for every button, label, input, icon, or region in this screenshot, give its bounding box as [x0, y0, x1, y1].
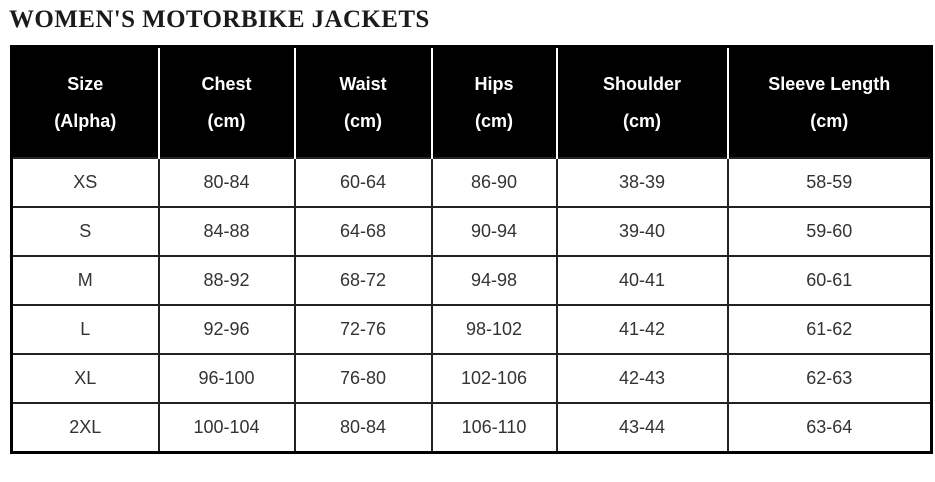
column-sublabel: (cm): [474, 110, 513, 131]
table-cell: 102-106: [430, 353, 558, 404]
table-cell: 80-84: [293, 402, 433, 454]
table-cell: 106-110: [430, 402, 558, 454]
table-cell: 61-62: [726, 304, 933, 355]
table-body: XS 80-84 60-64 86-90 38-39 58-59 S 84-88…: [10, 157, 933, 454]
column-label: Hips: [474, 73, 514, 94]
table-cell: 96-100: [157, 353, 296, 404]
table-cell: 76-80: [293, 353, 433, 404]
column-label: Size: [67, 73, 104, 94]
column-sublabel: (Alpha): [54, 110, 117, 131]
column-header-sleeve-length: Sleeve Length (cm): [727, 46, 932, 158]
table-cell: 58-59: [726, 157, 933, 208]
table-row-2xl: 2XL 100-104 80-84 106-110 43-44 63-64: [10, 402, 933, 454]
table-cell: 72-76: [293, 304, 433, 355]
column-header-size: Size (Alpha): [11, 46, 160, 158]
table-cell: XS: [10, 157, 160, 208]
column-label: Shoulder: [602, 73, 681, 94]
size-chart-table: Size (Alpha) Chest (cm) Waist (cm) Hips …: [10, 45, 933, 454]
table-cell: L: [10, 304, 160, 355]
table-cell: 98-102: [430, 304, 558, 355]
column-label: Sleeve Length: [768, 73, 891, 94]
column-sublabel: (cm): [810, 110, 849, 131]
column-header-shoulder: Shoulder (cm): [556, 46, 729, 158]
table-cell: 2XL: [10, 402, 160, 454]
table-cell: 100-104: [157, 402, 296, 454]
header-row: Size (Alpha) Chest (cm) Waist (cm) Hips …: [11, 46, 932, 158]
table-cell: 88-92: [157, 255, 296, 306]
table-row-xl: XL 96-100 76-80 102-106 42-43 62-63: [10, 353, 933, 404]
table-cell: 84-88: [157, 206, 296, 257]
column-sublabel: (cm): [343, 110, 382, 131]
column-header-hips: Hips (cm): [431, 46, 558, 158]
table-cell: 59-60: [726, 206, 933, 257]
table-cell: 86-90: [430, 157, 558, 208]
table-cell: 39-40: [555, 206, 729, 257]
page-title: WOMEN'S MOTORBIKE JACKETS: [9, 6, 430, 33]
table-row-s: S 84-88 64-68 90-94 39-40 59-60: [10, 206, 933, 257]
table-cell: 62-63: [726, 353, 933, 404]
table-row-xs: XS 80-84 60-64 86-90 38-39 58-59: [10, 157, 933, 208]
column-sublabel: (cm): [622, 110, 661, 131]
table-cell: 60-61: [726, 255, 933, 306]
table-cell: 94-98: [430, 255, 558, 306]
table-cell: XL: [10, 353, 160, 404]
table-cell: 80-84: [157, 157, 296, 208]
column-header-waist: Waist (cm): [294, 46, 433, 158]
table-cell: 64-68: [293, 206, 433, 257]
table-cell: 43-44: [555, 402, 729, 454]
table-row-m: M 88-92 68-72 94-98 40-41 60-61: [10, 255, 933, 306]
column-header-chest: Chest (cm): [158, 46, 296, 158]
column-label: Waist: [339, 73, 387, 94]
table-cell: 38-39: [555, 157, 729, 208]
table-cell: 40-41: [555, 255, 729, 306]
table-cell: 63-64: [726, 402, 933, 454]
table-cell: 42-43: [555, 353, 729, 404]
table-cell: 92-96: [157, 304, 296, 355]
table-cell: 41-42: [555, 304, 729, 355]
table-header: Size (Alpha) Chest (cm) Waist (cm) Hips …: [11, 46, 932, 158]
table-row-l: L 92-96 72-76 98-102 41-42 61-62: [10, 304, 933, 355]
column-sublabel: (cm): [207, 110, 246, 131]
column-label: Chest: [201, 73, 252, 94]
table-cell: 68-72: [293, 255, 433, 306]
table-cell: 90-94: [430, 206, 558, 257]
table-cell: S: [10, 206, 160, 257]
table-cell: M: [10, 255, 160, 306]
table-cell: 60-64: [293, 157, 433, 208]
